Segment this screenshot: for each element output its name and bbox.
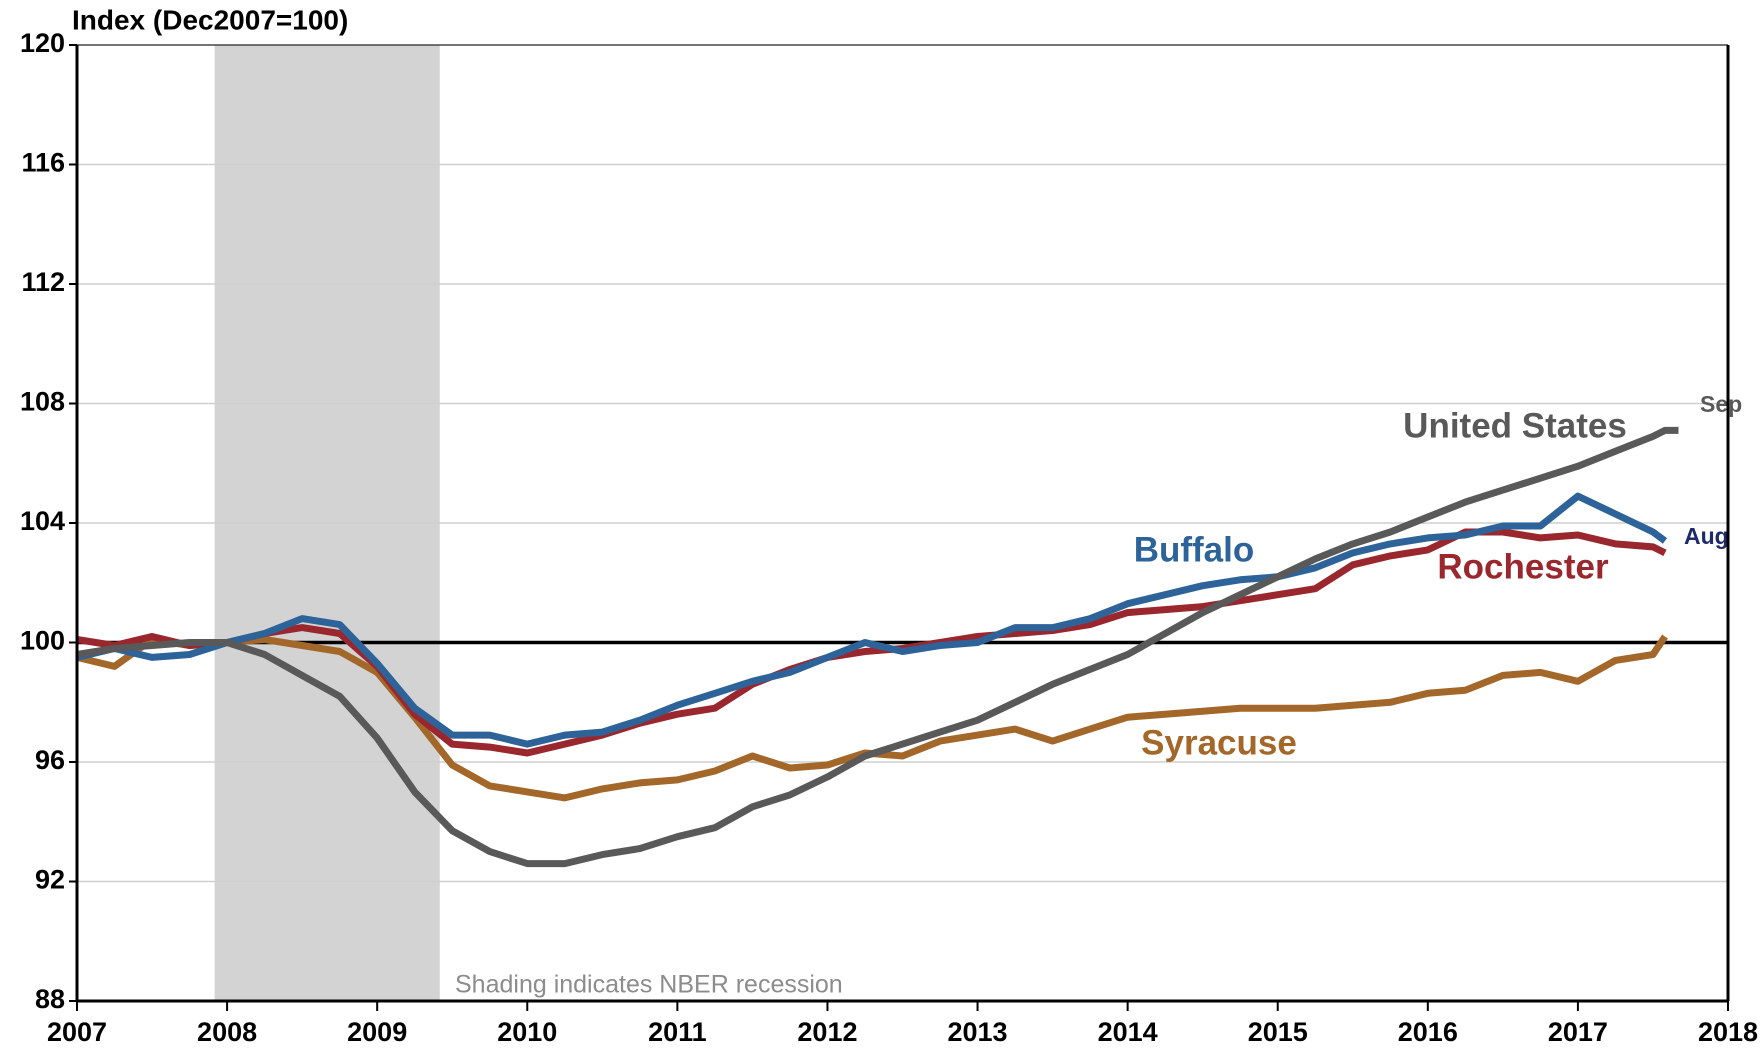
series-line (76, 426, 1679, 868)
end-label: Sep (1700, 391, 1742, 417)
x-tick-label: 2007 (47, 1017, 107, 1047)
x-tick-label: 2008 (197, 1017, 257, 1047)
x-tick-label: 2011 (648, 1017, 707, 1047)
x-tick-label: 2013 (948, 1017, 1008, 1047)
y-tick-label: 92 (35, 865, 65, 895)
y-tick-label: 88 (35, 984, 65, 1014)
series-label: United States (1403, 406, 1627, 445)
x-tick-label: 2017 (1548, 1017, 1608, 1047)
end-label: Aug (1684, 523, 1729, 549)
y-tick-label: 100 (20, 626, 65, 656)
y-tick-label: 108 (20, 387, 65, 417)
series-label: Buffalo (1134, 530, 1255, 569)
note: Shading indicates NBER recession (455, 971, 843, 999)
y-axis-label: Index (Dec2007=100) (72, 4, 348, 35)
x-tick-label: 2009 (347, 1017, 407, 1047)
x-tick-label: 2016 (1398, 1017, 1458, 1047)
series-line (76, 492, 1668, 748)
y-tick-label: 116 (21, 148, 65, 178)
series-line (76, 634, 1668, 802)
x-tick-label: 2010 (497, 1017, 557, 1047)
y-tick-label: 120 (20, 28, 65, 58)
series-label: Rochester (1437, 547, 1609, 586)
x-tick-label: 2014 (1098, 1017, 1158, 1047)
y-tick-label: 112 (21, 267, 65, 297)
x-tick-label: 2015 (1248, 1017, 1308, 1047)
y-tick-label: 96 (35, 745, 65, 775)
y-tick-label: 104 (20, 506, 65, 536)
series-label: Syracuse (1141, 723, 1297, 762)
x-tick-label: 2012 (797, 1017, 857, 1047)
x-tick-label: 2018 (1698, 1017, 1758, 1047)
